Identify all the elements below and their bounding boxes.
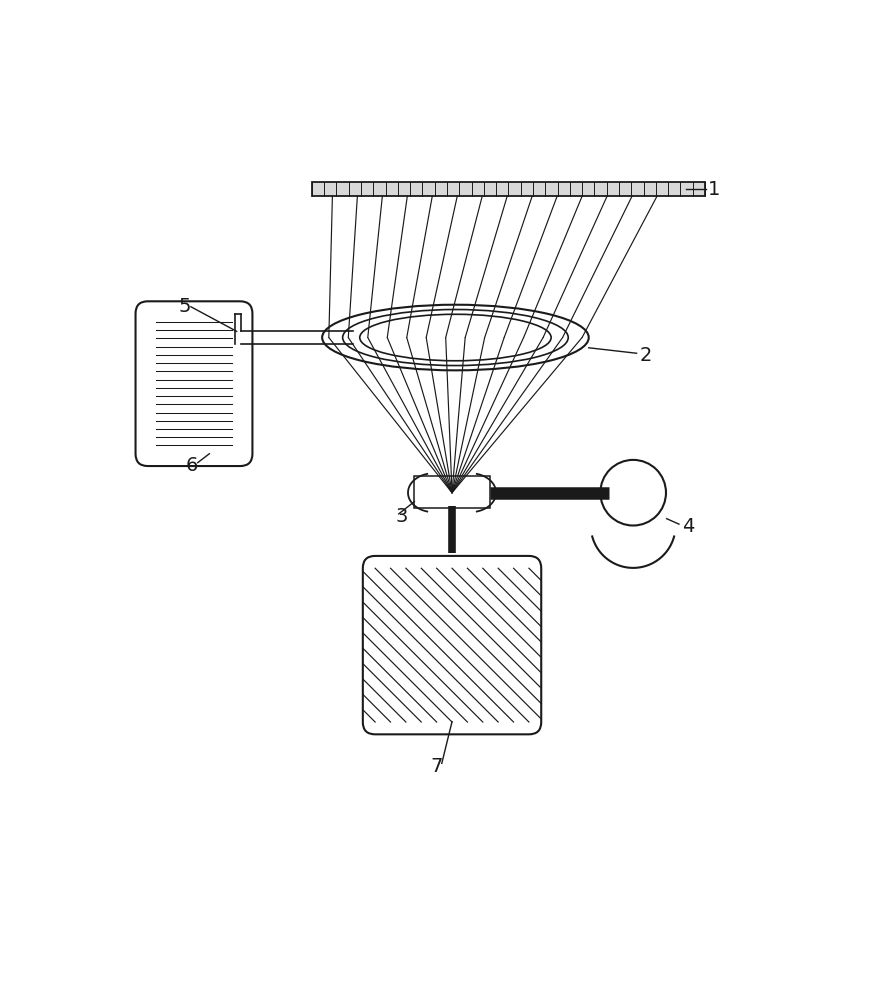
Bar: [415, 476, 490, 508]
Ellipse shape: [360, 314, 551, 361]
Ellipse shape: [343, 310, 568, 366]
Text: 6: 6: [185, 456, 198, 475]
Text: 5: 5: [178, 297, 191, 316]
Bar: [312, 182, 705, 196]
Text: 7: 7: [430, 757, 443, 776]
Text: 4: 4: [682, 517, 694, 536]
Text: 2: 2: [639, 346, 652, 365]
Circle shape: [601, 460, 666, 526]
Text: 1: 1: [708, 180, 721, 199]
FancyBboxPatch shape: [363, 556, 542, 734]
FancyBboxPatch shape: [136, 301, 252, 466]
Text: 3: 3: [396, 507, 408, 526]
